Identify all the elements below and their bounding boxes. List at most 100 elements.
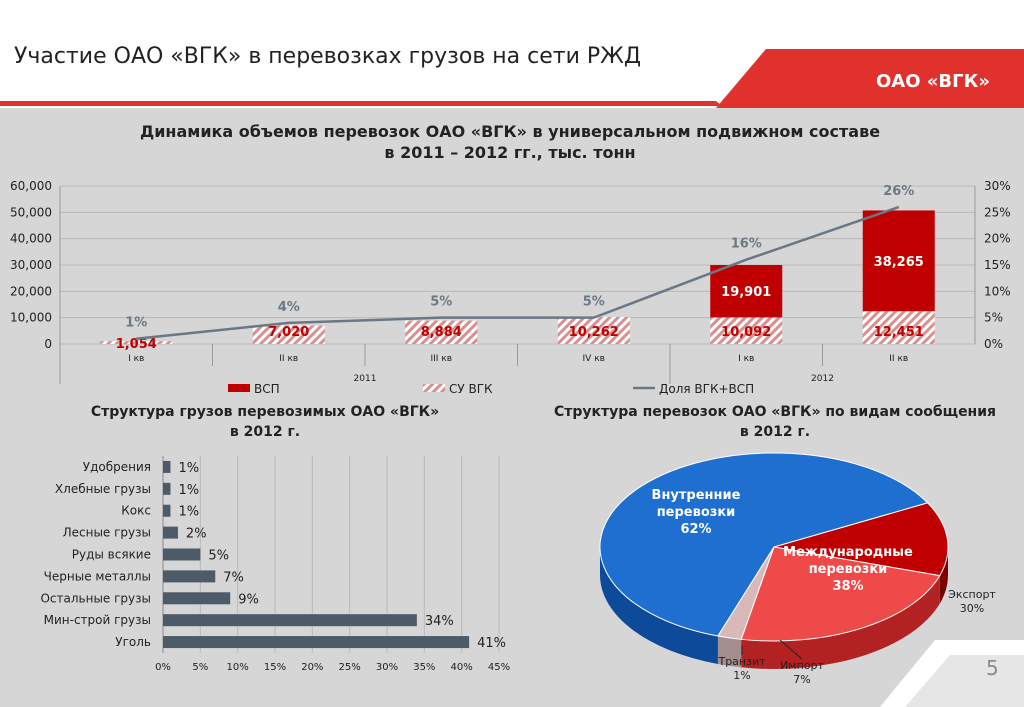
cargo-value-label: 1% — [178, 505, 199, 520]
bar-su-vgk-label: 10,092 — [721, 325, 771, 340]
category-label: IV кв — [583, 354, 605, 364]
bar-su-vgk — [710, 317, 783, 344]
cargo-value-label: 7% — [223, 570, 244, 585]
traffic-chart-title-line2: в 2012 г. — [739, 424, 811, 440]
cargo-value-label: 1% — [178, 483, 199, 498]
domestic-label-line1: Внутренние — [652, 488, 741, 503]
bar-su-vgk-label: 10,262 — [569, 325, 619, 340]
share-label: 4% — [278, 300, 300, 315]
y-left-tick-label: 0 — [44, 337, 52, 351]
y-right-tick-label: 0% — [984, 337, 1003, 351]
year-label: 2012 — [811, 374, 834, 384]
x-tick-label: 20% — [301, 662, 323, 673]
domestic-label-line2: перевозки — [657, 505, 736, 520]
sub-slice-name: Импорт — [780, 659, 824, 672]
y-left-tick-label: 40,000 — [10, 232, 52, 246]
pie-side-import — [741, 575, 940, 669]
bar-su-vgk — [100, 341, 173, 344]
brand-logo: ОАО «ВГК» — [876, 71, 990, 92]
cargo-category-label: Лесные грузы — [63, 526, 151, 540]
cargo-chart-title-line1: Структура грузов перевозимых ОАО «ВГК» — [90, 404, 440, 420]
y-right-tick-label: 15% — [984, 258, 1011, 272]
legend-swatch-su-vgk — [423, 384, 445, 392]
x-tick-label: 35% — [413, 662, 435, 673]
bottom-gray-swoosh — [905, 655, 1024, 707]
cargo-category-label: Удобрения — [83, 460, 151, 474]
sub-slice-name: Транзит — [717, 655, 766, 668]
pie-side-export — [939, 547, 949, 604]
x-tick-label: 40% — [451, 662, 473, 673]
category-label: I кв — [738, 354, 754, 364]
pie-slice-import — [740, 546, 941, 642]
pie-slice-transit — [717, 546, 775, 640]
cargo-category-label: Уголь — [115, 635, 151, 649]
bar-su-vgk — [252, 325, 325, 344]
legend-label: СУ ВГК — [449, 382, 493, 396]
x-tick-label: 25% — [339, 662, 361, 673]
header-red-band — [0, 101, 722, 106]
legend-label: ВСП — [254, 382, 280, 396]
cargo-category-label: Мин-строй грузы — [44, 613, 151, 627]
y-right-tick-label: 5% — [984, 311, 1003, 325]
bar-su-vgk — [862, 311, 935, 344]
x-tick-label: 5% — [192, 662, 208, 673]
domestic-value-label: 62% — [680, 522, 711, 537]
sub-slice-value: 30% — [960, 602, 984, 615]
x-tick-label: 0% — [155, 662, 171, 673]
bar-su-vgk — [557, 316, 630, 344]
category-label: II кв — [889, 354, 908, 364]
cargo-bar — [163, 482, 171, 495]
cargo-chart-title-line2: в 2012 г. — [229, 424, 301, 440]
sub-slice-name: Экспорт — [948, 588, 996, 601]
y-right-tick-label: 25% — [984, 205, 1011, 219]
y-left-tick-label: 50,000 — [10, 205, 52, 219]
legend-swatch-vsp — [228, 384, 250, 392]
y-right-tick-label: 10% — [984, 284, 1011, 298]
header-white-tab — [0, 0, 1024, 106]
x-tick-label: 45% — [488, 662, 510, 673]
bar-vsp-label: 38,265 — [874, 255, 924, 270]
cargo-value-label: 2% — [186, 527, 207, 542]
sub-slice-value: 1% — [733, 669, 750, 682]
page-number: 5 — [986, 656, 999, 680]
page-title: Участие ОАО «ВГК» в перевозках грузов на… — [14, 44, 642, 69]
traffic-chart-title: Структура перевозок ОАО «ВГК» по видам с… — [520, 402, 1024, 442]
cargo-value-label: 9% — [238, 592, 259, 607]
cargo-category-label: Черные металлы — [44, 569, 151, 583]
sub-slice-value: 7% — [793, 673, 810, 686]
cargo-bar — [163, 570, 216, 583]
cargo-category-label: Хлебные грузы — [55, 482, 151, 496]
cargo-category-label: Руды всякие — [72, 548, 151, 562]
cargo-value-label: 41% — [477, 636, 506, 651]
volume-chart-title: Динамика объемов перевозок ОАО «ВГК» в у… — [70, 121, 950, 163]
cargo-value-label: 1% — [178, 461, 199, 476]
cargo-chart-title: Структура грузов перевозимых ОАО «ВГК» в… — [40, 402, 490, 442]
share-label: 16% — [731, 237, 762, 252]
y-right-tick-label: 30% — [984, 179, 1011, 193]
cargo-bar — [163, 460, 171, 473]
y-left-tick-label: 20,000 — [10, 284, 52, 298]
share-label: 1% — [125, 316, 147, 331]
cargo-bar — [163, 592, 231, 605]
y-left-tick-label: 10,000 — [10, 311, 52, 325]
bar-vsp — [710, 265, 783, 318]
share-label: 5% — [430, 295, 452, 310]
bar-vsp — [862, 210, 935, 312]
bar-su-vgk-label: 12,451 — [874, 325, 924, 340]
x-tick-label: 10% — [227, 662, 249, 673]
share-label: 26% — [883, 184, 914, 199]
category-label: II кв — [279, 354, 298, 364]
share-line — [136, 205, 900, 340]
pie-slice-domestic — [599, 452, 929, 637]
bar-su-vgk-label: 8,884 — [421, 325, 462, 340]
intl-label-line2: перевозки — [809, 562, 888, 577]
y-right-tick-label: 20% — [984, 232, 1011, 246]
cargo-category-label: Кокс — [121, 504, 151, 518]
cargo-bar — [163, 548, 201, 561]
bar-su-vgk-label: 1,054 — [116, 337, 157, 352]
pie-side-domestic — [600, 547, 718, 664]
brand-red-tab — [716, 49, 1024, 108]
